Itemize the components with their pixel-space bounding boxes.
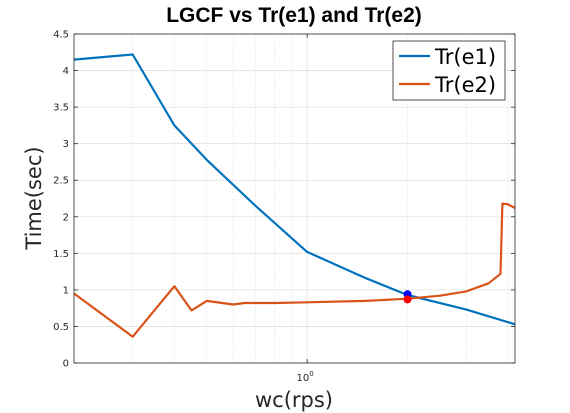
series-line-tr-e2 (73, 202, 516, 338)
y-tick-label: 3.5 (53, 103, 69, 114)
y-tick-label: 4 (63, 66, 69, 77)
y-tick-label: 1.5 (53, 249, 69, 260)
y-tick-label: 3 (63, 139, 69, 150)
y-tick-label: 2 (63, 212, 69, 223)
y-tick-label: 2.5 (53, 176, 69, 187)
legend: Tr(e1) Tr(e2) (392, 40, 506, 101)
legend-label-tr-e1: Tr(e1) (434, 45, 496, 69)
plot-frame (73, 33, 516, 364)
series-layer (73, 53, 516, 338)
x-axis-label: wc(rps) (255, 388, 333, 412)
legend-label-tr-e2: Tr(e2) (434, 73, 496, 97)
y-tick-label: 0.5 (53, 322, 69, 333)
y-tick-label: 4.5 (53, 30, 69, 41)
y-ticks: 0 0.5 1 1.5 2 2.5 3 3.5 4 4.5 (53, 30, 515, 370)
marker-layer (403, 290, 412, 304)
y-tick-label: 0 (63, 359, 69, 370)
legend-box (392, 40, 506, 101)
series-line-tr-e1 (73, 53, 516, 326)
y-axis-label: Time(sec) (22, 146, 46, 250)
minor-grid (132, 34, 509, 363)
y-tick-label: 1 (63, 285, 69, 296)
data-point-marker (403, 295, 412, 304)
chart-title: LGCF vs Tr(e1) and Tr(e2) (166, 4, 422, 27)
